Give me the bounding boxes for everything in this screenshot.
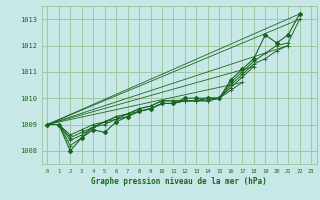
X-axis label: Graphe pression niveau de la mer (hPa): Graphe pression niveau de la mer (hPa) [91, 177, 267, 186]
